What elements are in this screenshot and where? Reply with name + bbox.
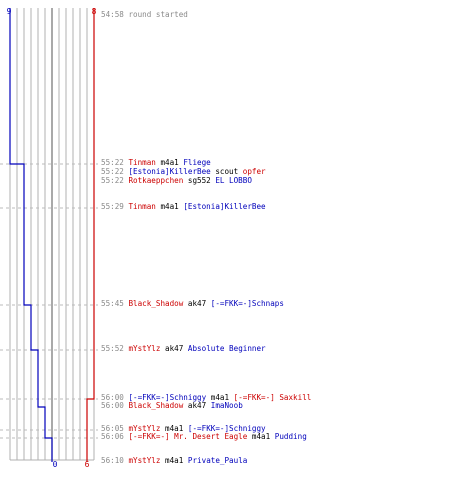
log-time: 56:05 xyxy=(101,424,124,433)
log-entry: 56:10 mYstYlz m4a1 Private_Paula xyxy=(101,456,247,465)
victim-name: [-=FKK=-] Saxkill xyxy=(233,393,312,402)
killer-name: Tinman xyxy=(128,158,156,167)
blue-end-count: 0 xyxy=(53,460,58,469)
log-time: 55:52 xyxy=(101,344,124,353)
red-start-count: 8 xyxy=(92,7,97,16)
log-entry: 55:22 Tinman m4a1 Fliege xyxy=(101,158,211,167)
log-time: 56:00 xyxy=(101,401,124,410)
killer-name: mYstYlz xyxy=(128,456,161,465)
log-entry: 55:45 Black_Shadow ak47 [-=FKK=-]Schnaps xyxy=(101,299,284,308)
weapon-name: m4a1 xyxy=(165,456,184,465)
victim-name: ImaNoob xyxy=(210,401,243,410)
victim-name: Private_Paula xyxy=(187,456,248,465)
victim-name: EL LOBBO xyxy=(215,176,252,185)
victim-name: [-=FKK=-]Schniggy xyxy=(187,424,266,433)
log-time: 55:22 xyxy=(101,167,124,176)
log-entry: 56:05 mYstYlz m4a1 [-=FKK=-]Schniggy xyxy=(101,424,266,433)
killer-name: [Estonia]KillerBee xyxy=(128,167,211,176)
weapon-name: ak47 xyxy=(187,401,207,410)
victim-name: [Estonia]KillerBee xyxy=(183,202,266,211)
log-time: 56:06 xyxy=(101,432,124,441)
weapon-name: sg552 xyxy=(187,176,211,185)
log-time: 55:29 xyxy=(101,202,124,211)
log-entry: 55:29 Tinman m4a1 [Estonia]KillerBee xyxy=(101,202,266,211)
log-entry: 55:22 Rotkaeppchen sg552 EL LOBBO xyxy=(101,176,252,185)
killer-name: Rotkaeppchen xyxy=(128,176,184,185)
killer-name: Black_Shadow xyxy=(128,401,184,410)
killer-name: mYstYlz xyxy=(128,344,161,353)
killer-name: mYstYlz xyxy=(128,424,161,433)
log-time: 55:22 xyxy=(101,158,124,167)
victim-name: [-=FKK=-]Schnaps xyxy=(210,299,284,308)
log-message: round started xyxy=(128,10,188,19)
weapon-name: ak47 xyxy=(187,299,207,308)
victim-name: Fliege xyxy=(183,158,211,167)
victim-name: opfer xyxy=(242,167,266,176)
log-time: 56:00 xyxy=(101,393,124,402)
killer-name: [-=FKK=-] Mr. Desert Eagle xyxy=(128,432,248,441)
weapon-name: m4a1 xyxy=(160,158,179,167)
log-entry: 55:52 mYstYlz ak47 Absolute Beginner xyxy=(101,344,266,353)
log-entry: 56:00 Black_Shadow ak47 ImaNoob xyxy=(101,401,243,410)
log-entry: 56:00 [-=FKK=-]Schniggy m4a1 [-=FKK=-] S… xyxy=(101,393,311,402)
log-time: 55:22 xyxy=(101,176,124,185)
log-entry: 55:22 [Estonia]KillerBee scout opfer xyxy=(101,167,266,176)
log-time: 55:45 xyxy=(101,299,124,308)
killer-name: Tinman xyxy=(128,202,156,211)
red-team-alive-line xyxy=(86,8,95,462)
weapon-name: m4a1 xyxy=(210,393,230,402)
log-entry: 56:06 [-=FKK=-] Mr. Desert Eagle m4a1 Pu… xyxy=(101,432,307,441)
victim-name: Absolute Beginner xyxy=(187,344,266,353)
blue-start-count: 9 xyxy=(7,7,12,16)
weapon-name: scout xyxy=(215,167,239,176)
log-entry: 54:58 round started xyxy=(101,10,188,19)
blue-team-alive-line xyxy=(9,8,53,462)
weapon-name: m4a1 xyxy=(160,202,179,211)
log-time: 54:58 xyxy=(101,10,124,19)
log-time: 56:10 xyxy=(101,456,124,465)
killer-name: [-=FKK=-]Schniggy xyxy=(128,393,207,402)
killer-name: Black_Shadow xyxy=(128,299,184,308)
weapon-name: m4a1 xyxy=(165,424,184,433)
red-end-count: 6 xyxy=(85,460,90,469)
weapon-name: m4a1 xyxy=(251,432,271,441)
victim-name: Pudding xyxy=(274,432,307,441)
weapon-name: ak47 xyxy=(165,344,184,353)
